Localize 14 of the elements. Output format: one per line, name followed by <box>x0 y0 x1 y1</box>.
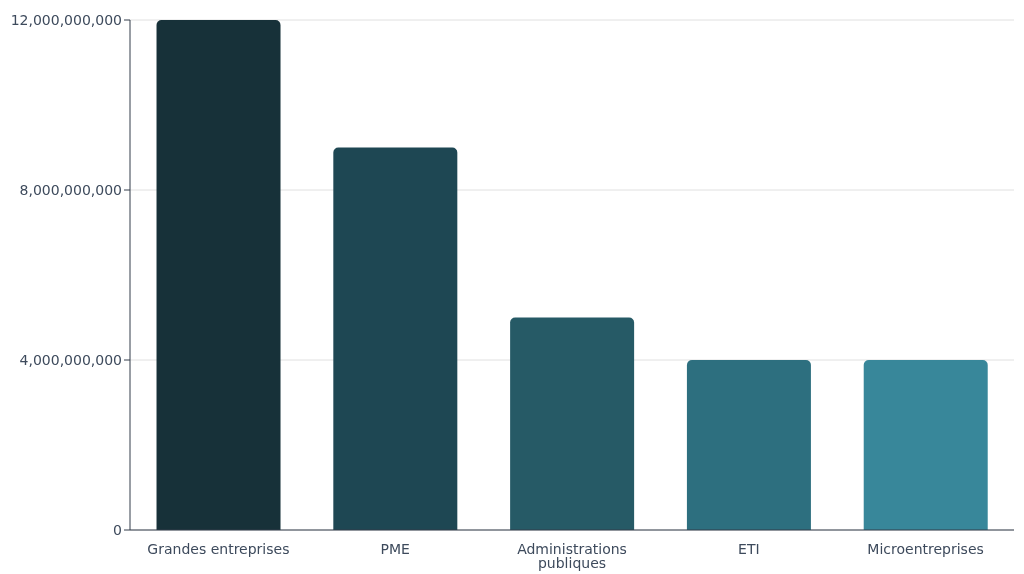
x-tick-label: Grandes entreprises <box>147 540 290 557</box>
x-tick-label: PME <box>380 540 410 557</box>
y-tick-label: 12,000,000,000 <box>10 11 122 28</box>
x-tick-label: ETI <box>738 540 760 557</box>
x-tick-label: Administrations publiques <box>517 540 627 571</box>
bar <box>333 147 458 530</box>
x-tick-label: Microentreprises <box>867 540 984 557</box>
bar <box>510 317 635 530</box>
y-tick-label: 0 <box>113 521 122 538</box>
bar <box>156 20 281 530</box>
y-tick-label: 8,000,000,000 <box>19 181 122 198</box>
bar <box>863 360 988 530</box>
bar <box>686 360 811 530</box>
y-tick-label: 4,000,000,000 <box>19 351 122 368</box>
